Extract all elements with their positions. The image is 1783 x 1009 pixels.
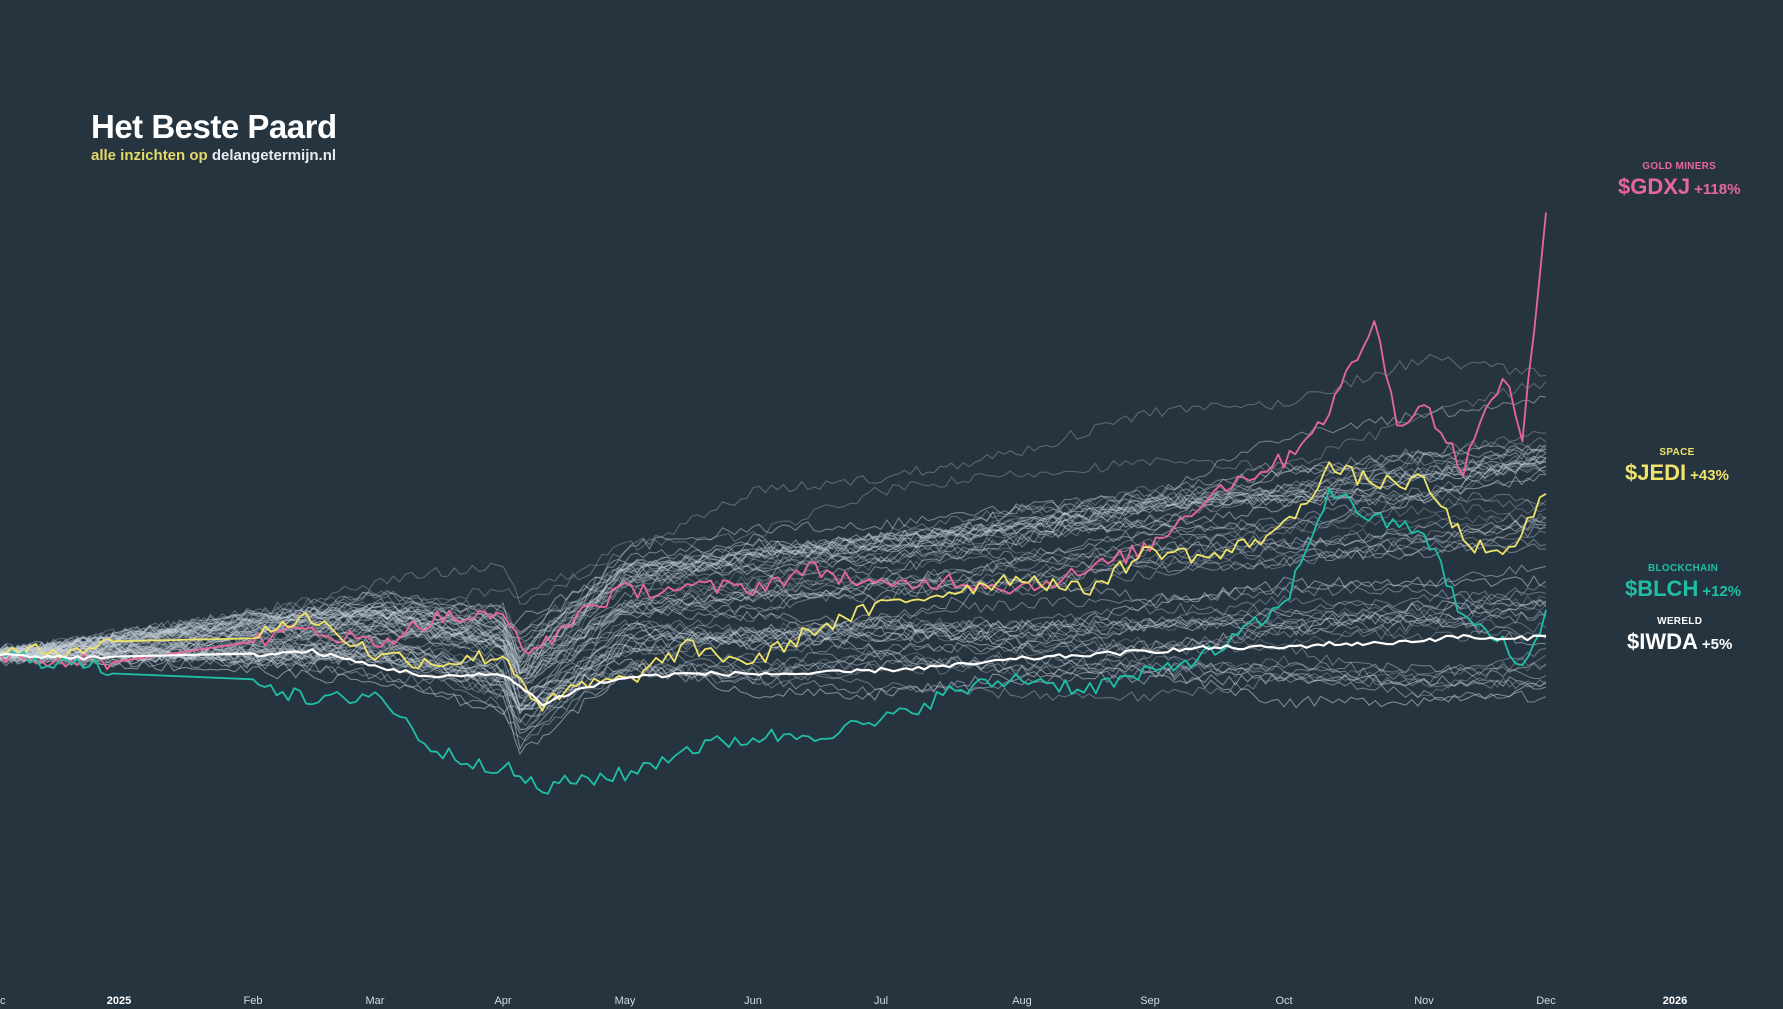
series-line-blch <box>0 487 1547 795</box>
background-series-line <box>0 502 1547 712</box>
background-series-line <box>0 648 1547 756</box>
background-series-line <box>0 462 1547 689</box>
x-tick-label: c <box>0 995 6 1007</box>
x-tick-label: May <box>615 995 636 1007</box>
label-jedi: SPACE $JEDI +43% <box>1625 447 1729 486</box>
background-series-line <box>0 353 1547 662</box>
background-series-line <box>0 646 1547 707</box>
x-axis: c 2025 Feb Mar Apr May Jun Jul Aug Sep Oct Nov Dec 20… <box>0 995 1687 1007</box>
x-tick-label: 2025 <box>107 995 131 1007</box>
background-series-line <box>0 456 1547 661</box>
background-series-line <box>0 584 1547 681</box>
label-jedi-category: SPACE <box>1659 447 1695 458</box>
background-series <box>0 353 1547 756</box>
x-tick-label: Oct <box>1275 995 1292 1007</box>
background-series-line <box>0 455 1547 659</box>
x-tick-label: Nov <box>1414 995 1434 1007</box>
background-series-line <box>0 651 1547 716</box>
background-series-line <box>0 537 1547 664</box>
background-series-line <box>0 614 1547 711</box>
label-iwda-category: WERELD <box>1657 616 1703 627</box>
background-series-line <box>0 516 1547 685</box>
label-jedi-ticker: $JEDI <box>1625 460 1687 485</box>
label-iwda-ticker: $IWDA <box>1627 629 1698 654</box>
background-series-line <box>0 444 1547 663</box>
background-series-line <box>0 649 1547 742</box>
label-gdxj-ticker: $GDXJ <box>1618 174 1691 199</box>
label-blch-ticker: $BLCH <box>1625 576 1699 601</box>
chart-title: Het Beste Paard <box>91 108 337 145</box>
background-series-line <box>0 453 1547 651</box>
label-blch: BLOCKCHAIN $BLCH +12% <box>1625 563 1741 602</box>
background-series-line <box>0 642 1547 723</box>
x-tick-label: Apr <box>494 995 511 1007</box>
background-series-line <box>0 594 1547 713</box>
highlighted-series <box>0 212 1547 795</box>
background-series-line <box>0 455 1547 665</box>
background-series-line <box>0 640 1547 697</box>
x-tick-label: Jul <box>874 995 888 1007</box>
label-iwda-pct: +5% <box>1701 636 1733 653</box>
x-tick-label: Mar <box>366 995 385 1007</box>
x-tick-label: Sep <box>1140 995 1160 1007</box>
background-series-line <box>0 520 1547 661</box>
background-series-line <box>0 542 1547 699</box>
subtitle-site: delangetermijn.nl <box>211 147 337 164</box>
label-gdxj-pct: +118% <box>1694 181 1741 198</box>
background-series-line <box>0 395 1547 674</box>
subtitle-prefix: alle inzichten op <box>91 147 208 164</box>
background-series-line <box>0 519 1547 674</box>
background-series-line <box>0 448 1547 683</box>
background-series-line <box>0 464 1547 659</box>
background-series-line <box>0 430 1547 654</box>
background-series-line <box>0 444 1547 677</box>
background-series-line <box>0 614 1547 715</box>
series-line-jedi <box>0 461 1547 712</box>
background-series-line <box>0 598 1547 715</box>
label-blch-pct: +12% <box>1702 583 1742 600</box>
background-series-line <box>0 450 1547 658</box>
x-tick-label: Jun <box>744 995 762 1007</box>
background-series-line <box>0 473 1547 674</box>
series-line-gdxj <box>0 212 1547 671</box>
background-series-line <box>0 526 1547 677</box>
background-series-line <box>0 452 1547 658</box>
background-series-line <box>0 520 1547 676</box>
label-gdxj: GOLD MINERS $GDXJ +118% <box>1618 161 1740 200</box>
series-line-iwda <box>0 634 1547 707</box>
x-tick-label: Aug <box>1012 995 1032 1007</box>
background-series-line <box>0 513 1547 669</box>
background-series-line <box>0 489 1547 658</box>
background-series-line <box>0 436 1547 659</box>
label-iwda: WERELD $IWDA +5% <box>1627 616 1732 655</box>
x-tick-label: Feb <box>244 995 263 1007</box>
x-tick-label: 2026 <box>1663 995 1687 1007</box>
background-series-line <box>0 621 1547 727</box>
label-blch-category: BLOCKCHAIN <box>1647 563 1719 574</box>
background-series-line <box>0 459 1547 696</box>
background-series-line <box>0 644 1547 695</box>
x-tick-label: Dec <box>1536 995 1556 1007</box>
chart-subtitle: alle inzichten op delangetermijn.nl <box>91 147 336 164</box>
label-gdxj-category: GOLD MINERS <box>1642 161 1717 172</box>
background-series-line <box>0 490 1547 663</box>
background-series-line <box>0 530 1547 680</box>
label-jedi-pct: +43% <box>1690 467 1729 484</box>
background-series-line <box>0 512 1547 662</box>
background-series-line <box>0 598 1547 751</box>
